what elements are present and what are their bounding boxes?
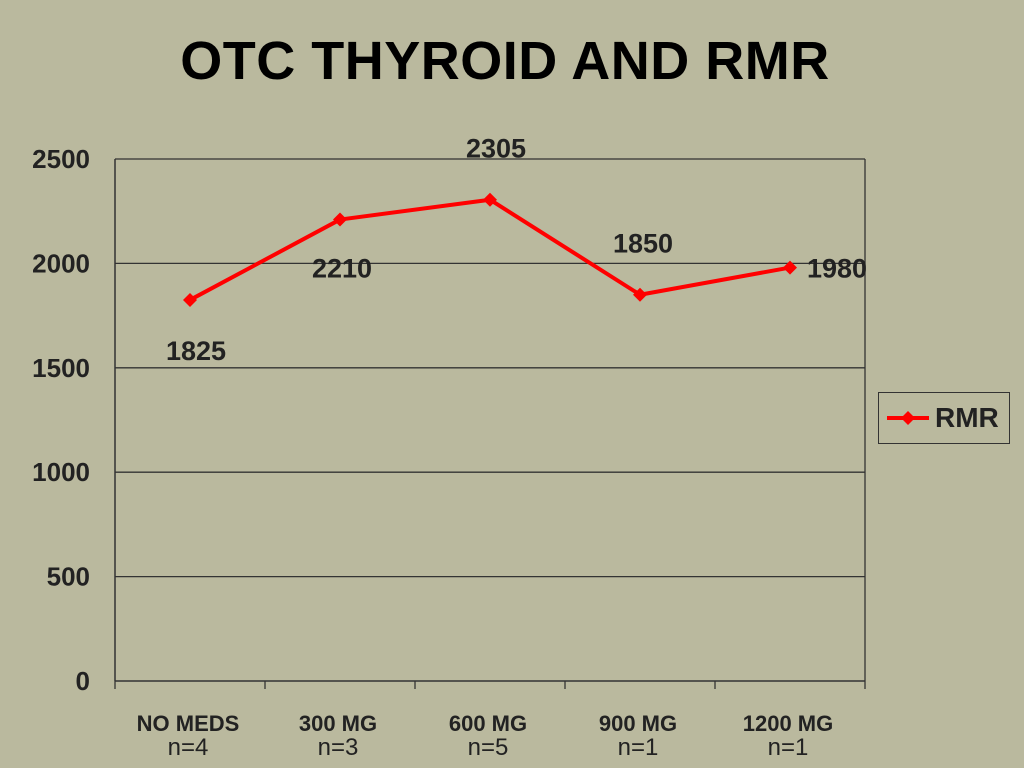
data-label: 2305: [466, 134, 526, 164]
y-tick-label: 500: [47, 562, 90, 592]
series-line-rmr: [189, 197, 791, 302]
y-tick-label: 1000: [32, 457, 90, 487]
x-tick-label: NO MEDS: [137, 711, 240, 736]
y-tick-label: 2500: [32, 144, 90, 174]
data-point-marker: [783, 260, 797, 275]
x-category-annotation: n=1: [618, 734, 659, 761]
data-point-marker: [183, 292, 197, 307]
y-tick-label: 0: [76, 666, 90, 696]
x-tick-label: 600 MG: [449, 711, 527, 736]
x-category-annotation: n=1: [768, 734, 809, 761]
x-tick-label: 900 MG: [599, 711, 677, 736]
y-tick-label: 1500: [32, 353, 90, 383]
legend-marker-icon: [887, 411, 929, 425]
y-tick-label: 2000: [32, 248, 90, 278]
x-category-annotation: n=4: [168, 734, 209, 761]
x-category-annotation: n=5: [468, 734, 509, 761]
data-label: 1850: [613, 229, 673, 259]
data-label: 1825: [166, 336, 226, 366]
data-point-marker: [483, 192, 497, 207]
x-tick-label: 300 MG: [299, 711, 377, 736]
chart-title: OTC THYROID AND RMR: [180, 31, 830, 91]
data-point-marker: [633, 287, 647, 302]
data-label: 1980: [807, 254, 867, 284]
legend-label-rmr: RMR: [935, 402, 999, 433]
data-label: 2210: [312, 254, 372, 284]
legend: RMR: [878, 392, 1010, 444]
data-point-marker: [333, 212, 347, 227]
x-tick-label: 1200 MG: [743, 711, 834, 736]
x-category-annotation: n=3: [318, 734, 359, 761]
